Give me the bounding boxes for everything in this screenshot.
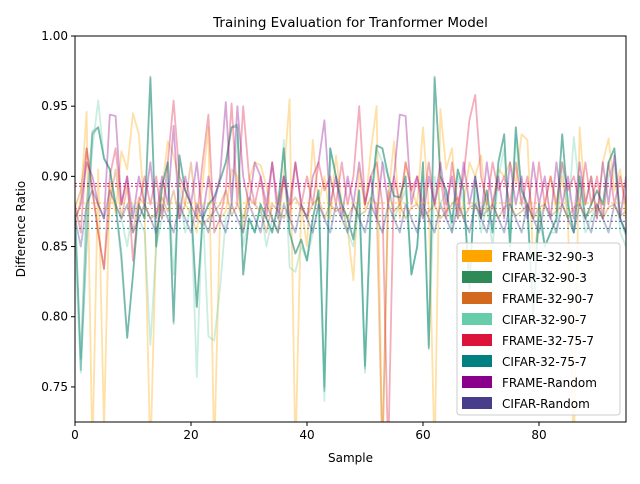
- legend-swatch-frame-32-90-3: [462, 250, 492, 262]
- legend-swatch-frame-32-90-7: [462, 292, 492, 304]
- legend-swatch-cifar-32-90-3: [462, 271, 492, 283]
- legend-label-frame-32-90-3: FRAME-32-90-3: [502, 250, 594, 264]
- legend-label-cifar-32-90-3: CIFAR-32-90-3: [502, 271, 587, 285]
- legend-swatch-cifar-random: [462, 397, 492, 409]
- x-tick-label: 80: [531, 428, 546, 442]
- x-tick-label: 40: [299, 428, 314, 442]
- legend-swatch-cifar-32-75-7: [462, 355, 492, 367]
- x-tick-label: 20: [183, 428, 198, 442]
- legend-label-frame-random: FRAME-Random: [502, 376, 597, 390]
- y-tick-label: 0.95: [41, 99, 68, 113]
- y-tick-label: 1.00: [41, 29, 68, 43]
- series-line-cifar-random: [75, 189, 626, 248]
- legend-swatch-cifar-32-90-7: [462, 313, 492, 325]
- legend-box: [456, 242, 621, 416]
- plot-frame: [74, 35, 627, 423]
- x-axis-label: Sample: [328, 451, 373, 465]
- chart-title: Training Evaluation for Tranformer Model: [212, 15, 488, 31]
- y-axis-label: Difference Ratio: [14, 181, 28, 278]
- series-line-frame-32-90-7: [75, 147, 626, 422]
- legend-swatch-frame-32-75-7: [462, 334, 492, 346]
- x-axis-ticks: 0 20 40 60 80: [71, 422, 547, 442]
- legend: FRAME-32-90-3 CIFAR-32-90-3 FRAME-32-90-7 C…: [456, 242, 621, 416]
- legend-label-cifar-random: CIFAR-Random: [502, 397, 590, 411]
- legend-swatch-frame-random: [462, 376, 492, 388]
- series-line-frame-32-75-7: [75, 94, 626, 422]
- y-tick-label: 0.85: [41, 240, 68, 254]
- legend-label-cifar-32-90-7: CIFAR-32-90-7: [502, 313, 587, 327]
- y-tick-label: 0.90: [41, 169, 68, 183]
- y-tick-label: 0.80: [41, 310, 68, 324]
- legend-label-cifar-32-75-7: CIFAR-32-75-7: [502, 355, 587, 369]
- series-lines: [75, 75, 626, 422]
- legend-label-frame-32-75-7: FRAME-32-75-7: [502, 334, 594, 348]
- x-tick-label: 0: [71, 428, 79, 442]
- series-line-frame-random: [75, 101, 626, 220]
- y-axis-ticks: 0.75 0.80 0.85 0.90 0.95 1.00: [41, 29, 75, 394]
- legend-label-frame-32-90-7: FRAME-32-90-7: [502, 292, 594, 306]
- y-tick-label: 0.75: [41, 380, 68, 394]
- x-tick-label: 60: [415, 428, 430, 442]
